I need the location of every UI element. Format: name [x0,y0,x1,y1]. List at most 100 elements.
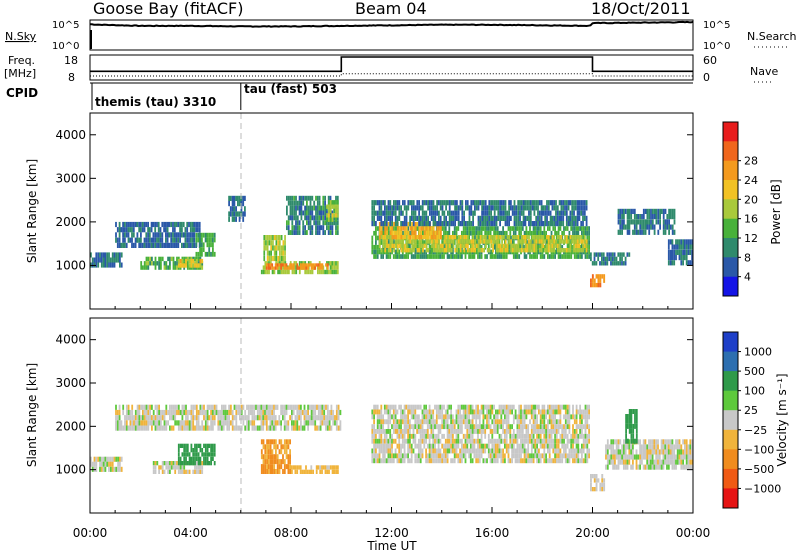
power-cell [149,256,151,262]
power-cell [584,249,587,255]
power-cell [528,200,530,206]
velocity-cell [321,409,324,416]
velocity-cell [584,438,587,444]
velocity-cell [276,469,279,474]
velocity-cell [197,465,200,470]
power-cell [147,261,150,266]
power-cell [182,232,185,238]
velocity-cell [468,419,470,425]
power-cell [398,254,401,259]
velocity-cell [418,458,420,464]
power-cell [449,248,451,253]
power-cell [434,205,437,211]
velocity-cell [197,456,200,461]
power-cell [197,227,199,233]
velocity-cell [321,404,324,410]
velocity-cell [186,420,189,426]
velocity-cell [621,444,623,450]
power-cell [188,237,190,243]
velocity-cell [495,453,497,459]
velocity-cell [428,424,431,430]
velocity-cell [247,415,250,421]
velocity-cell [385,404,388,410]
power-cell [475,230,478,236]
velocity-cell [552,448,555,454]
velocity-cell [464,409,467,415]
velocity-cell [423,429,426,434]
power-cell [335,200,337,205]
power-cell [430,254,433,259]
velocity-cell [564,453,567,459]
power-cell [418,235,421,240]
power-cell [267,263,270,267]
velocity-cell [543,433,546,439]
power-cell [573,221,575,227]
power-cell [506,221,509,227]
power-cell [127,221,130,228]
velocity-cell [199,404,202,410]
power-cell [520,205,523,211]
velocity-cell [197,469,200,474]
power-cell [413,235,415,240]
power-cell [591,274,594,279]
velocity-cell [396,424,399,430]
velocity-cell [412,433,415,439]
power-cell [444,230,447,236]
velocity-cell [572,448,574,454]
velocity-cell [530,414,533,420]
velocity-cell [471,404,474,410]
power-cell [380,210,383,216]
velocity-cell [387,414,390,420]
power-cell [465,205,467,211]
velocity-cell [237,404,239,410]
power-cell [336,220,339,226]
power-cell [558,235,561,240]
power-cell [537,210,539,216]
velocity-cell [459,438,461,444]
power-cell [195,227,197,233]
power-cell [529,221,532,227]
power-cell [308,263,311,267]
power-cell [655,214,658,220]
velocity-cell [441,453,444,459]
power-cell [673,255,676,261]
velocity-cell [584,414,587,420]
power-cell [447,200,449,206]
velocity-cell [378,419,381,425]
velocity-cell [446,409,449,415]
velocity-cell [563,414,565,420]
velocity-cell [287,420,290,426]
velocity-cell [183,456,186,461]
power-cell [595,252,598,257]
power-cell [314,263,317,267]
power-cell [291,215,294,221]
velocity-cell [443,433,445,439]
velocity-cell [437,433,440,439]
power-cell [197,256,200,262]
velocity-cell [177,465,180,470]
power-cell [409,244,411,250]
velocity-cell [590,474,592,479]
power-cell [452,230,454,236]
power-cell [588,240,590,245]
velocity-cell [461,453,463,459]
velocity-cell [434,448,436,454]
power-cell [427,215,429,221]
velocity-cell [617,464,620,470]
power-cell [102,252,105,258]
power-xticks [89,303,694,309]
velocity-cell [437,404,440,410]
power-cell [630,219,633,225]
power-cell [456,205,458,211]
velocity-cell [204,452,207,457]
date-title: 18/Oct/2011 [591,0,691,18]
velocity-cell [409,419,411,425]
power-cell [571,239,574,244]
power-cell [673,244,676,250]
velocity-cell [199,409,202,416]
power-cell [519,200,521,206]
velocity-cell [118,415,121,421]
power-cell [291,230,294,235]
velocity-cell [308,415,311,421]
velocity-cell [464,458,467,464]
